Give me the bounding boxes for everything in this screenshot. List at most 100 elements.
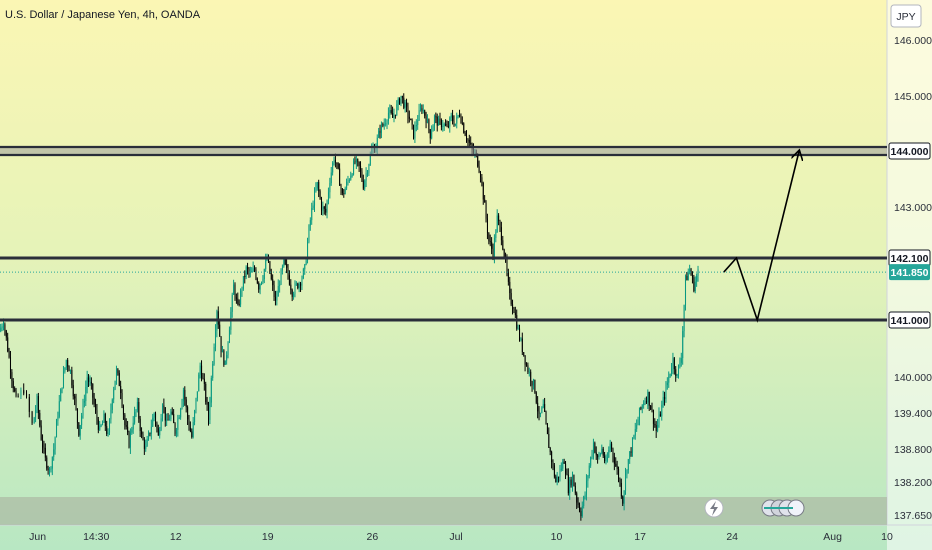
candle	[51, 456, 53, 476]
candle	[273, 280, 275, 301]
candle	[500, 221, 502, 246]
candle	[323, 205, 325, 215]
candle	[364, 179, 366, 191]
candle	[626, 469, 628, 479]
candle	[654, 418, 656, 428]
candle	[53, 443, 55, 461]
candle	[417, 115, 419, 130]
candle	[256, 277, 258, 285]
candle	[664, 391, 666, 406]
candle	[491, 237, 493, 255]
candle	[489, 234, 491, 247]
candle	[690, 267, 692, 276]
candle	[686, 271, 688, 281]
lightning-icon[interactable]	[704, 498, 724, 518]
candle	[346, 178, 348, 191]
candle	[209, 396, 211, 425]
candle	[152, 413, 154, 428]
candle	[260, 281, 263, 286]
candle	[534, 379, 536, 394]
candle	[442, 120, 444, 132]
candle	[60, 388, 62, 402]
candle	[484, 195, 486, 203]
candle	[308, 224, 310, 244]
candle	[693, 274, 695, 293]
candle	[509, 276, 511, 300]
candle	[449, 116, 451, 133]
candle	[383, 118, 385, 130]
candle	[132, 416, 134, 434]
candle	[185, 396, 187, 413]
candle	[254, 265, 256, 273]
candle	[244, 270, 246, 284]
candle	[118, 370, 120, 387]
candle	[460, 113, 462, 124]
candle	[86, 370, 88, 394]
candle	[74, 393, 76, 406]
candle	[219, 318, 221, 337]
y-tick-label: 138.800	[894, 444, 932, 456]
candle	[573, 474, 575, 487]
candle	[608, 446, 610, 459]
candle	[572, 471, 574, 492]
candle	[61, 387, 63, 394]
candle	[357, 158, 359, 167]
candle	[220, 336, 222, 358]
candle	[327, 187, 329, 205]
candle	[538, 406, 540, 421]
candle	[396, 100, 398, 117]
candle	[625, 467, 627, 495]
currency-label: JPY	[896, 11, 915, 23]
candle	[175, 427, 177, 438]
candle	[525, 362, 528, 367]
candle	[520, 337, 522, 342]
candle	[196, 391, 198, 402]
candle	[631, 437, 634, 457]
candle	[293, 291, 295, 300]
candle	[318, 179, 320, 198]
candle	[431, 125, 433, 140]
candle	[697, 265, 699, 282]
candle	[602, 446, 604, 458]
candle	[566, 468, 568, 476]
candle	[590, 456, 592, 468]
candle	[286, 258, 288, 274]
candle	[574, 482, 576, 496]
candle	[4, 322, 6, 336]
candle	[274, 290, 276, 306]
candle	[507, 268, 509, 286]
candle	[214, 324, 217, 352]
candle	[113, 386, 115, 404]
candle	[88, 374, 90, 387]
candle	[252, 261, 254, 272]
x-tick-label: 10	[881, 531, 893, 543]
currency-badge[interactable]: JPY	[890, 4, 922, 28]
candle	[348, 178, 350, 183]
candle	[619, 477, 621, 487]
candle	[40, 420, 42, 441]
candle	[122, 404, 124, 420]
candle	[597, 453, 599, 464]
candle	[76, 408, 78, 429]
candle	[659, 411, 661, 417]
candle	[562, 458, 564, 472]
candle	[389, 104, 391, 119]
candle	[549, 446, 551, 456]
candle	[312, 200, 314, 210]
candle	[164, 407, 166, 427]
projection-arrow[interactable]	[723, 151, 799, 323]
candle	[281, 264, 283, 275]
candle	[145, 439, 147, 452]
candle	[33, 416, 35, 424]
candle	[496, 209, 498, 233]
economic-events-icon[interactable]	[761, 499, 805, 517]
candle	[143, 437, 145, 455]
candle	[447, 121, 449, 129]
candle	[50, 466, 52, 473]
candle	[440, 118, 442, 131]
candle	[429, 128, 431, 144]
candle	[580, 507, 582, 521]
candle	[248, 267, 250, 278]
candle	[148, 430, 150, 441]
